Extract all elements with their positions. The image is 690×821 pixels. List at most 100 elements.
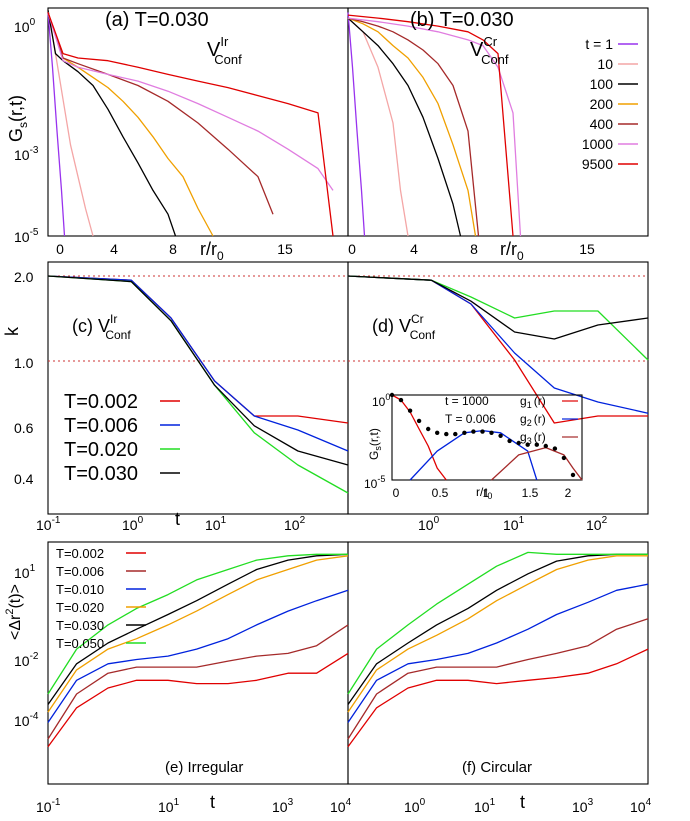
mid-xtick-2: 101 bbox=[205, 515, 227, 533]
mid-xtick-0: 10-1 bbox=[36, 515, 61, 533]
panel-d-inset-point-4 bbox=[426, 426, 431, 432]
mid-ytick-0: 2.0 bbox=[14, 269, 34, 285]
top-xlabel-b: r/r0 bbox=[500, 239, 524, 263]
top-legend-label-0: t = 1 bbox=[585, 36, 613, 52]
panel-b-title: (b) T=0.030 bbox=[410, 9, 514, 31]
panel-d-frame bbox=[347, 261, 649, 515]
panel-b-series-2 bbox=[347, 17, 462, 237]
bot-xtick-3: 104 bbox=[330, 797, 352, 815]
panel-e-series-1 bbox=[47, 624, 349, 740]
bot-ylabel: <Δr2(t)> bbox=[4, 584, 24, 640]
bot-xtick-4: 100 bbox=[404, 797, 426, 815]
panel-d-inset-point-14 bbox=[516, 440, 521, 446]
panel-d-inset-point-10 bbox=[480, 429, 485, 434]
panel-d-inset-point-11 bbox=[489, 430, 494, 435]
panel-b-series-6 bbox=[347, 14, 514, 237]
inset-xtick-3: 1.5 bbox=[522, 486, 539, 500]
panel-a-series-4 bbox=[47, 12, 274, 215]
bot-legend-label-3: T=0.020 bbox=[56, 600, 104, 615]
panel-c-series-1 bbox=[47, 275, 349, 452]
inset-legend-1: g2 (r) bbox=[520, 412, 546, 428]
panel-e-series-0 bbox=[47, 652, 349, 748]
inset-xlabel: r/r0 bbox=[476, 485, 492, 501]
panel-d-inset-point-7 bbox=[453, 431, 458, 437]
panel-a-potential: VIr Conf bbox=[207, 34, 242, 67]
panel-d-series bbox=[347, 275, 649, 424]
inset-legend-0: g1 (r) bbox=[520, 394, 546, 410]
panel-d-inset-point-8 bbox=[462, 430, 467, 435]
inset-ytick-0: 100 bbox=[372, 392, 390, 409]
bot-legend-label-2: T=0.010 bbox=[56, 582, 104, 597]
inset-ytick-1: 10-5 bbox=[364, 474, 385, 491]
panel-d-inset-point-17 bbox=[543, 443, 548, 449]
panel-e-title: (e) Irregular bbox=[165, 759, 243, 776]
panel-c-series-3 bbox=[47, 275, 349, 466]
mid-xtick-3: 102 bbox=[284, 515, 306, 533]
bot-xlabel-e: t bbox=[210, 792, 215, 812]
inset: t = 1000 T = 0.006 g1 (r) g2 (r) g3 (r) Gs(… bbox=[364, 392, 583, 501]
bot-ytick-2: 10-4 bbox=[14, 711, 39, 729]
top-xtick-a-3: 15 bbox=[277, 241, 293, 257]
bot-legend-label-5: T=0.050 bbox=[56, 636, 104, 651]
top-ytick-0: 100 bbox=[14, 17, 36, 35]
mid-xtick-4: 100 bbox=[418, 515, 440, 533]
top-legend-label-5: 1000 bbox=[582, 136, 613, 152]
mid-legend: T=0.002 T=0.006 T=0.020 T=0.030 bbox=[64, 391, 180, 485]
top-legend-label-4: 400 bbox=[590, 116, 614, 132]
panel-f-series-5 bbox=[347, 551, 648, 695]
bot-xtick-1: 101 bbox=[158, 797, 180, 815]
top-xtick-a-0: 0 bbox=[56, 241, 64, 257]
panel-d-title: (d) VCr Conf bbox=[372, 312, 436, 342]
panel-f-series bbox=[347, 551, 649, 748]
panel-e-series-4 bbox=[47, 553, 349, 705]
panel-d-inset-series-2 bbox=[491, 446, 583, 481]
bot-xtick-2: 103 bbox=[272, 797, 294, 815]
panel-d-inset-point-3 bbox=[416, 418, 422, 424]
top-ytick-1: 10-3 bbox=[14, 145, 39, 163]
panel-d-inset-point-18 bbox=[552, 446, 558, 451]
panel-f-series-2 bbox=[347, 583, 649, 723]
top-ylabel: Gs(r,t) bbox=[6, 95, 30, 142]
panel-d-series-1 bbox=[347, 275, 649, 414]
panel-d-inset-point-12 bbox=[498, 433, 503, 438]
panel-e-series bbox=[47, 553, 349, 748]
panel-d-inset-point-1 bbox=[398, 397, 404, 403]
panel-d-inset-point-20 bbox=[570, 472, 576, 478]
panel-b-series-0 bbox=[347, 12, 366, 237]
top-legend: t = 1 10 100 200 400 1000 9500 bbox=[582, 36, 638, 172]
panel-d-inset-point-6 bbox=[444, 431, 449, 437]
bot-legend-label-1: T=0.006 bbox=[56, 564, 104, 579]
mid-legend-label-1: T=0.006 bbox=[64, 415, 138, 437]
panel-d-series-0 bbox=[347, 275, 648, 424]
top-xtick-b-2: 8 bbox=[470, 241, 478, 257]
panel-d-series-3 bbox=[347, 275, 649, 340]
panel-d-inset-point-16 bbox=[534, 442, 539, 447]
panel-f-frame bbox=[347, 541, 649, 785]
mid-legend-label-3: T=0.030 bbox=[64, 463, 138, 485]
bot-xtick-7: 104 bbox=[630, 797, 652, 815]
mid-xtick-6: 102 bbox=[586, 515, 608, 533]
panel-b-potential: VCr Conf bbox=[470, 34, 509, 67]
mid-xtick-1: 100 bbox=[122, 515, 144, 533]
panel-a-series-6 bbox=[47, 12, 334, 237]
top-xtick-a-2: 8 bbox=[169, 241, 177, 257]
panel-d-inset-point-13 bbox=[507, 438, 512, 444]
panel-d-inset-point-9 bbox=[471, 429, 476, 434]
panel-b-frame bbox=[347, 7, 649, 237]
panel-d-inset-point-15 bbox=[525, 442, 530, 447]
bot-xtick-0: 10-1 bbox=[36, 797, 61, 815]
inset-t-label: t = 1000 bbox=[445, 394, 489, 408]
inset-frame bbox=[391, 394, 583, 481]
bot-xtick-5: 101 bbox=[474, 797, 496, 815]
top-legend-label-3: 200 bbox=[590, 96, 614, 112]
panel-a-series-1 bbox=[47, 9, 94, 237]
inset-legend-2: g3 (r) bbox=[520, 430, 546, 446]
panel-a-series bbox=[47, 9, 334, 237]
panel-f-series-4 bbox=[347, 553, 648, 705]
inset-series bbox=[389, 392, 583, 481]
panel-a-series-3 bbox=[47, 12, 214, 237]
panel-f-series-1 bbox=[347, 618, 649, 740]
panel-b-series-3 bbox=[347, 17, 477, 237]
panel-c-title: (c) VIr Conf bbox=[72, 312, 131, 342]
